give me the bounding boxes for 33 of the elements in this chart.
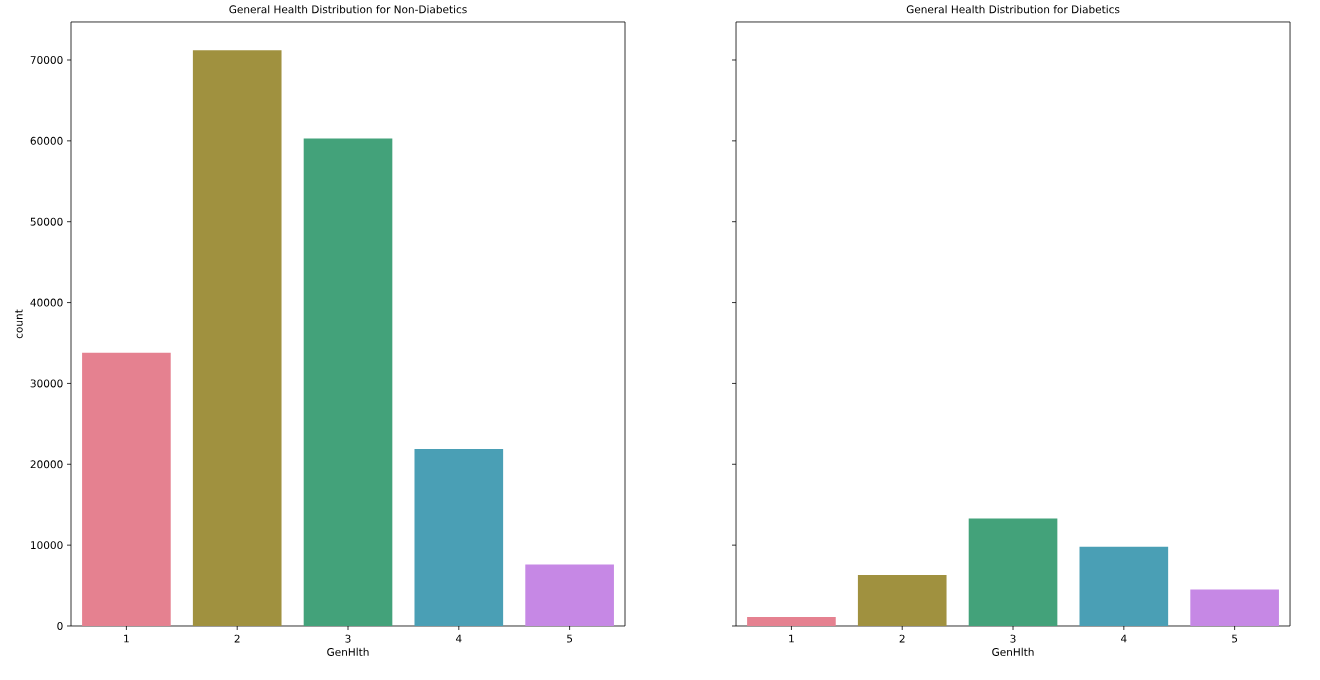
y-tick-label: 10000 — [31, 541, 63, 550]
x-tick-label: 3 — [1010, 634, 1016, 643]
bar — [1079, 546, 1169, 626]
chart-title: General Health Distribution for Diabetics — [906, 5, 1120, 14]
x-tick-label: 1 — [124, 634, 129, 643]
bar — [414, 448, 504, 626]
bar — [525, 564, 614, 626]
x-tick-label: 4 — [455, 634, 462, 643]
x-tick-label: 2 — [234, 634, 240, 643]
y-tick-label: 70000 — [30, 56, 63, 64]
bar — [82, 352, 171, 626]
bar — [192, 50, 282, 626]
y-tick-label: 20000 — [30, 460, 63, 469]
x-tick-label: 3 — [345, 634, 351, 643]
y-tick-label: 60000 — [30, 136, 63, 145]
bar — [747, 617, 836, 626]
bar — [968, 518, 1058, 626]
y-tick-label: 50000 — [30, 217, 63, 226]
x-tick-label: 2 — [899, 634, 905, 643]
chart-title: General Health Distribution for Non-Diabetics — [229, 5, 467, 14]
x-tick-label: 4 — [1121, 634, 1127, 643]
x-tick-label: 1 — [789, 634, 794, 643]
bar — [1190, 589, 1279, 626]
x-axis-title: GenHlth — [327, 647, 369, 656]
bar — [303, 138, 393, 626]
y-axis-title: count — [15, 309, 23, 339]
y-tick-label: 30000 — [30, 379, 63, 388]
x-axis-title: GenHlth — [992, 647, 1034, 656]
x-tick-label: 5 — [1232, 634, 1238, 643]
y-tick-label: 0 — [57, 622, 63, 630]
bar — [857, 575, 947, 626]
y-tick-label: 40000 — [30, 298, 63, 307]
x-tick-label: 5 — [567, 634, 573, 643]
